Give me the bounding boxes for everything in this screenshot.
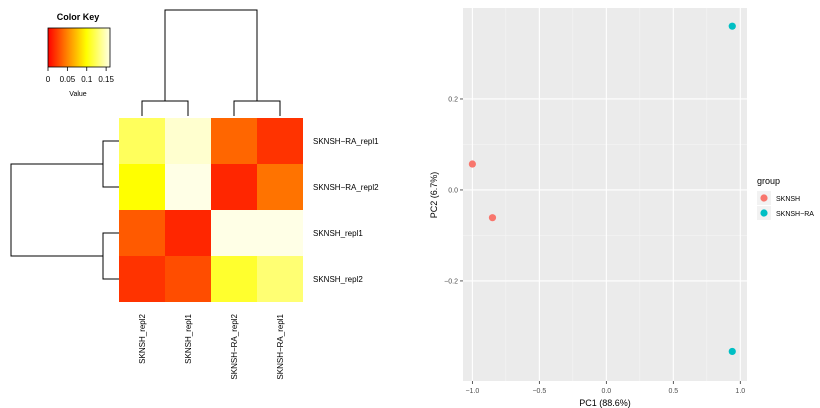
heatmap-row-label: SKNSH−RA_repl2: [313, 183, 379, 192]
heatmap-cell: [119, 118, 165, 164]
color-key-title: Color Key: [57, 12, 100, 22]
legend: group SKNSH SKNSH−RA: [757, 176, 814, 220]
color-key-tick-label: 0.1: [81, 75, 93, 84]
y-tick-label: 0.2: [448, 96, 458, 103]
y-tick-label: −0.2: [444, 278, 458, 285]
x-tick-label: 1.0: [735, 388, 745, 395]
color-key-label: Value: [69, 91, 86, 98]
data-point: [729, 348, 736, 355]
x-tick-label: 0.5: [668, 388, 678, 395]
color-key-tick-label: 0.15: [98, 75, 114, 84]
heatmap-cell: [211, 164, 257, 210]
legend-key: [760, 209, 767, 216]
legend-label: SKNSH: [776, 196, 800, 203]
legend-label: SKNSH−RA: [776, 211, 814, 218]
data-point: [489, 214, 496, 221]
heatmap-column-label: SKNSH−RA_repl1: [276, 313, 285, 379]
y-tick-label: 0.0: [448, 187, 458, 194]
x-tick-label: 0.0: [601, 388, 611, 395]
row-dendrogram: [11, 141, 119, 279]
x-axis-label: PC1 (88.6%): [579, 398, 631, 408]
heatmap-cells: [119, 118, 303, 302]
color-key-tick-label: 0: [46, 75, 51, 84]
data-point: [729, 23, 736, 30]
heatmap-cell: [119, 256, 165, 302]
heatmap-cell: [257, 256, 303, 302]
heatmap-row-label: SKNSH−RA_repl1: [313, 137, 379, 146]
heatmap-cell: [119, 164, 165, 210]
heatmap-cell: [119, 210, 165, 256]
color-key-tick-label: 0.05: [60, 75, 76, 84]
heatmap-cell: [257, 210, 303, 256]
heatmap-cell: [165, 256, 211, 302]
heatmap-column-label: SKNSH_repl1: [184, 313, 193, 363]
x-tick-label: −0.5: [532, 388, 546, 395]
color-key: Color Key 0 0.05 0.1 0.15 Value: [46, 12, 115, 98]
legend-title: group: [757, 176, 780, 186]
heatmap-row-labels: SKNSH−RA_repl1 SKNSH−RA_repl2 SKNSH_repl1 S…: [313, 137, 379, 284]
column-dendrogram: [142, 10, 280, 116]
heatmap-row-label: SKNSH_repl2: [313, 275, 363, 284]
heatmap-cell: [165, 210, 211, 256]
heatmap-row-label: SKNSH_repl1: [313, 229, 363, 238]
heatmap-cell: [211, 256, 257, 302]
data-point: [469, 160, 476, 167]
heatmap-cell: [165, 118, 211, 164]
heatmap-column-label: SKNSH−RA_repl2: [230, 313, 239, 379]
legend-key: [760, 194, 767, 201]
heatmap-column-label: SKNSH_repl2: [138, 313, 147, 363]
heatmap-cell: [211, 118, 257, 164]
heatmap-cell: [165, 164, 211, 210]
heatmap-cell: [257, 118, 303, 164]
heatmap-cell: [257, 164, 303, 210]
x-tick-label: −1.0: [465, 388, 479, 395]
heatmap-cell: [211, 210, 257, 256]
heatmap-column-labels: SKNSH_repl2 SKNSH_repl1 SKNSH−RA_repl2 SKNS…: [138, 313, 285, 379]
color-key-bar: [48, 28, 110, 67]
y-axis-label: PC2 (6.7%): [429, 172, 439, 219]
